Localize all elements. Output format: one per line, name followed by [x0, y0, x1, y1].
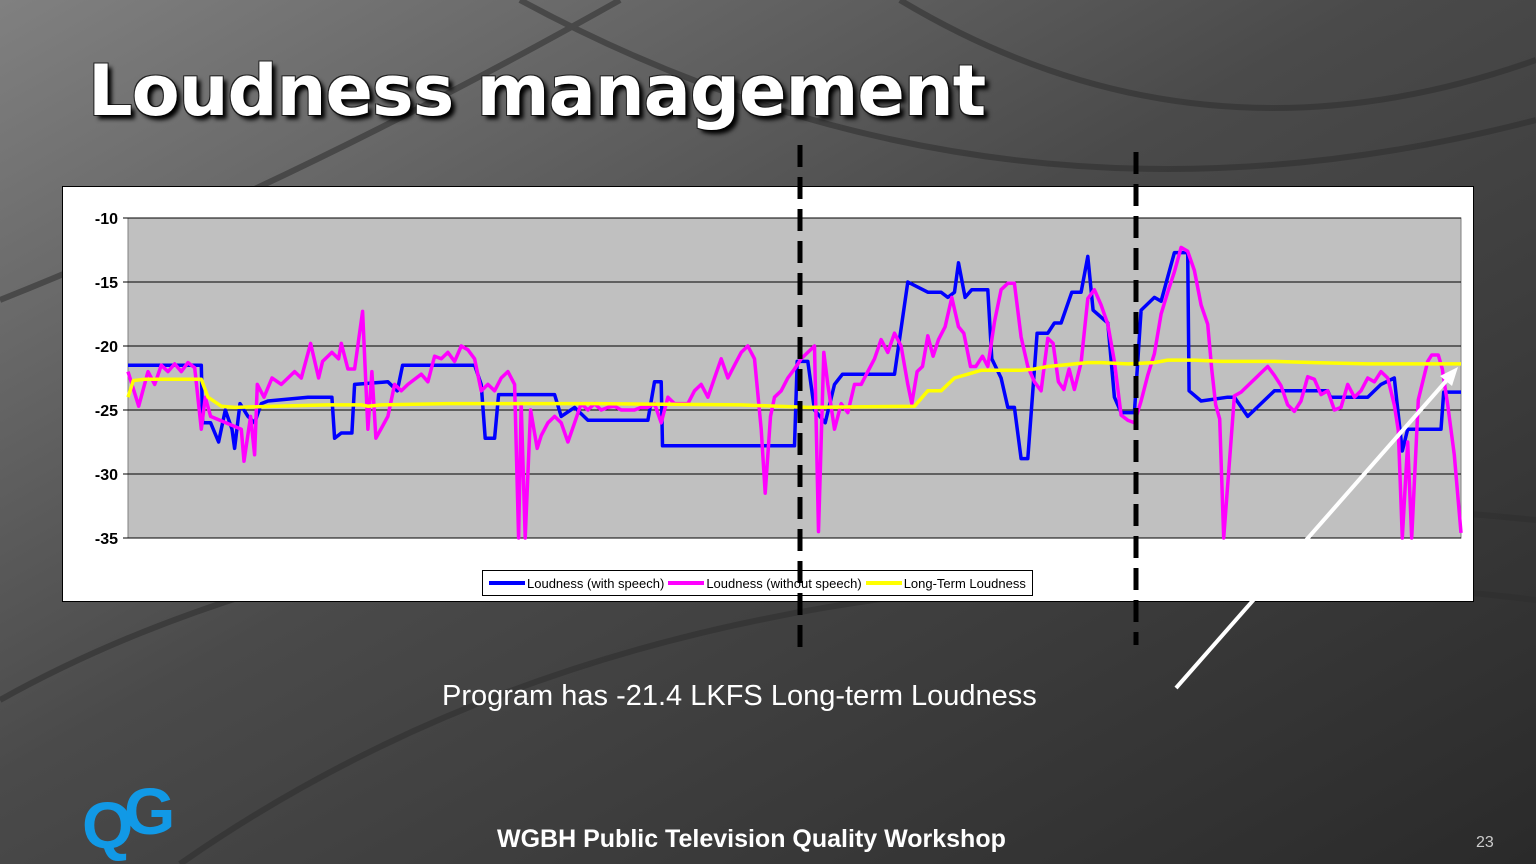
legend-label-without-speech: Loudness (without speech): [706, 575, 862, 591]
chart-legend: Loudness (with speech) Loudness (without…: [482, 570, 1033, 596]
y-tick-label: -20: [95, 339, 118, 356]
footer-text: WGBH Public Television Quality Workshop: [497, 825, 1006, 853]
annotation-text: Program has -21.4 LKFS Long-term Loudnes…: [442, 680, 1037, 712]
y-tick-label: -30: [95, 467, 118, 484]
legend-label-long-term: Long-Term Loudness: [903, 575, 1026, 591]
legend-label-with-speech: Loudness (with speech): [527, 575, 665, 591]
legend-swatch-long-term: [865, 581, 902, 585]
logo-letter-q: Q: [82, 788, 134, 862]
legend-item-long-term: Long-Term Loudness: [865, 575, 1026, 591]
slide-title: Loudness management: [88, 50, 986, 132]
y-tick-label: -25: [95, 403, 118, 420]
legend-swatch-with-speech: [489, 581, 525, 585]
series-line-long-term: [126, 358, 1461, 410]
page-number: 23: [1476, 834, 1494, 851]
chart-container: -10 -15 -20 -25 -30 -35 Loudness (with speech…: [62, 186, 1474, 602]
y-tick-label: -10: [95, 211, 118, 228]
y-axis: -10 -15 -20 -25 -30 -35: [95, 211, 128, 548]
y-tick-label: -15: [95, 275, 118, 292]
qg-logo: Q G: [82, 778, 192, 862]
legend-item-with-speech: Loudness (with speech): [489, 576, 664, 591]
plot-area: [127, 217, 1462, 539]
y-tick-label: -35: [95, 531, 118, 548]
legend-swatch-without-speech: [668, 581, 705, 585]
loudness-chart: -10 -15 -20 -25 -30 -35: [95, 211, 1463, 548]
legend-item-without-speech: Loudness (without speech): [668, 575, 862, 591]
logo-letter-g: G: [124, 774, 176, 848]
